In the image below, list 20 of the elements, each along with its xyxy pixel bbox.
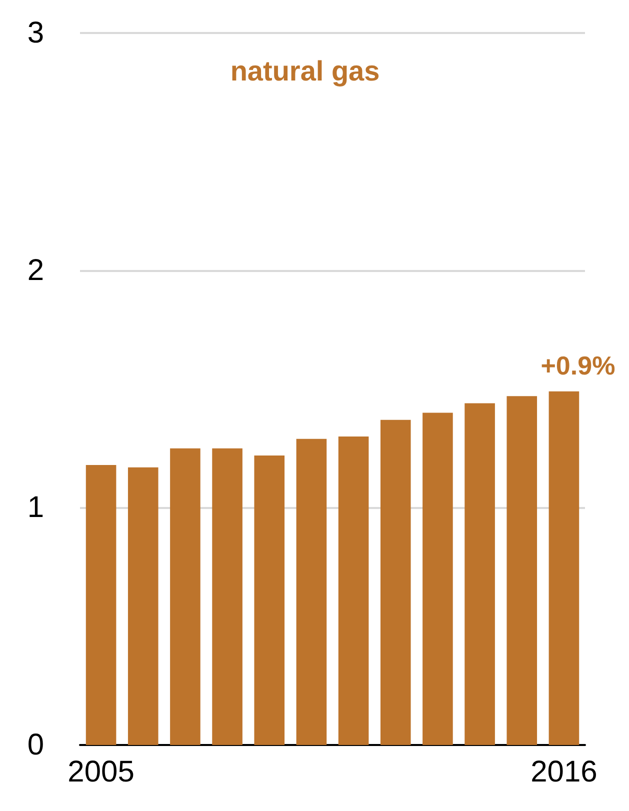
- y-tick-label: 3: [27, 16, 44, 50]
- bar: [338, 436, 369, 745]
- bar: [254, 455, 285, 745]
- bar: [128, 467, 158, 745]
- annotation: +0.9%: [540, 350, 616, 380]
- bar: [296, 438, 327, 745]
- bar: [506, 396, 538, 745]
- y-tick-label: 1: [27, 491, 44, 524]
- text: natural gas: [230, 56, 380, 86]
- bar: [422, 412, 453, 745]
- bar: [548, 391, 580, 745]
- y-tick-label: 0: [27, 728, 44, 762]
- bar: [212, 448, 242, 745]
- bar: [86, 464, 116, 745]
- bar: [170, 448, 200, 745]
- bar: [464, 403, 495, 745]
- bar: [380, 420, 411, 745]
- x-tick-label: 2016: [530, 756, 598, 788]
- x-tick-label: 2005: [68, 756, 134, 788]
- y-tick-label: 2: [27, 254, 44, 287]
